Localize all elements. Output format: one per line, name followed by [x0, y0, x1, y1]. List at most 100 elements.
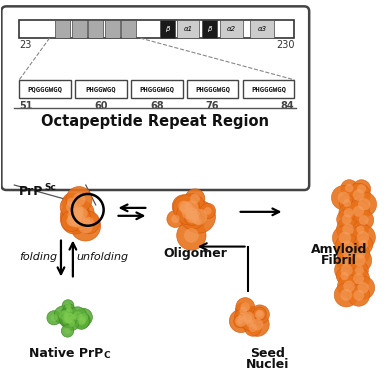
Text: 23: 23 — [19, 40, 32, 50]
Circle shape — [235, 315, 247, 327]
Circle shape — [340, 256, 349, 265]
Circle shape — [61, 312, 76, 327]
Circle shape — [77, 211, 100, 234]
Bar — [105, 20, 120, 38]
Circle shape — [61, 309, 71, 320]
Text: Sc: Sc — [44, 182, 56, 192]
Circle shape — [249, 324, 257, 332]
Text: Octapeptide Repeat Region: Octapeptide Repeat Region — [41, 114, 269, 128]
Circle shape — [237, 318, 243, 325]
Circle shape — [347, 183, 370, 207]
Circle shape — [66, 212, 87, 233]
Text: Native PrP: Native PrP — [29, 347, 103, 360]
Circle shape — [75, 313, 90, 328]
Circle shape — [60, 195, 83, 218]
Circle shape — [342, 214, 352, 225]
Text: PHGGGWGQ: PHGGGWGQ — [251, 86, 286, 92]
Circle shape — [64, 304, 74, 315]
Circle shape — [69, 307, 87, 325]
Circle shape — [358, 240, 368, 249]
Circle shape — [66, 307, 72, 312]
Circle shape — [345, 184, 353, 192]
Bar — [71, 20, 87, 38]
Circle shape — [338, 192, 350, 204]
Circle shape — [64, 328, 71, 334]
Circle shape — [358, 198, 370, 211]
Circle shape — [189, 207, 197, 216]
Text: Oligomer: Oligomer — [163, 247, 227, 260]
Circle shape — [354, 235, 373, 254]
Circle shape — [171, 215, 179, 223]
Circle shape — [78, 218, 93, 233]
Circle shape — [337, 242, 359, 264]
Circle shape — [352, 276, 375, 299]
Circle shape — [178, 201, 190, 212]
Circle shape — [253, 307, 266, 320]
Circle shape — [357, 282, 369, 293]
Circle shape — [343, 280, 355, 292]
Text: 68: 68 — [150, 101, 163, 111]
Circle shape — [65, 302, 71, 309]
Circle shape — [71, 314, 76, 319]
Circle shape — [340, 289, 352, 301]
Circle shape — [335, 234, 360, 259]
Circle shape — [186, 211, 198, 223]
FancyBboxPatch shape — [2, 6, 309, 190]
Text: 51: 51 — [19, 101, 33, 111]
Circle shape — [236, 298, 255, 317]
Text: 84: 84 — [281, 101, 294, 111]
Circle shape — [239, 307, 247, 315]
Circle shape — [352, 192, 377, 217]
Bar — [19, 80, 71, 98]
Circle shape — [180, 205, 204, 230]
Circle shape — [242, 316, 257, 331]
Circle shape — [250, 305, 269, 324]
Circle shape — [234, 309, 249, 324]
Text: α2: α2 — [227, 26, 236, 32]
Circle shape — [177, 221, 206, 250]
Text: Nuclei: Nuclei — [246, 358, 289, 371]
Bar — [121, 20, 136, 38]
Circle shape — [183, 200, 215, 233]
Circle shape — [353, 189, 365, 201]
Circle shape — [340, 272, 349, 280]
Circle shape — [185, 189, 205, 209]
Circle shape — [347, 268, 370, 290]
Bar — [187, 80, 238, 98]
Circle shape — [83, 217, 94, 228]
Circle shape — [190, 213, 198, 221]
Circle shape — [67, 213, 82, 227]
Circle shape — [238, 313, 246, 320]
Circle shape — [71, 217, 82, 228]
Circle shape — [239, 310, 256, 327]
Circle shape — [76, 211, 83, 218]
Circle shape — [63, 317, 70, 323]
Text: PQGGGWGQ: PQGGGWGQ — [28, 86, 62, 92]
Circle shape — [343, 247, 354, 258]
Circle shape — [62, 300, 74, 312]
Circle shape — [347, 248, 372, 272]
Circle shape — [193, 217, 201, 225]
Circle shape — [60, 206, 89, 234]
Circle shape — [177, 203, 199, 225]
Bar — [220, 20, 243, 38]
Circle shape — [339, 232, 351, 244]
Circle shape — [67, 208, 82, 223]
Text: β: β — [165, 26, 169, 32]
Circle shape — [241, 302, 250, 312]
Circle shape — [356, 249, 365, 258]
Circle shape — [67, 201, 89, 223]
Text: 60: 60 — [94, 101, 108, 111]
Circle shape — [65, 317, 79, 331]
Circle shape — [73, 311, 82, 320]
Circle shape — [184, 203, 201, 220]
Circle shape — [61, 325, 74, 337]
Bar — [131, 80, 183, 98]
Circle shape — [234, 315, 247, 328]
Circle shape — [69, 320, 75, 327]
Circle shape — [167, 211, 184, 227]
Circle shape — [344, 208, 353, 218]
Circle shape — [185, 200, 198, 214]
Circle shape — [185, 207, 197, 220]
Circle shape — [252, 318, 263, 330]
